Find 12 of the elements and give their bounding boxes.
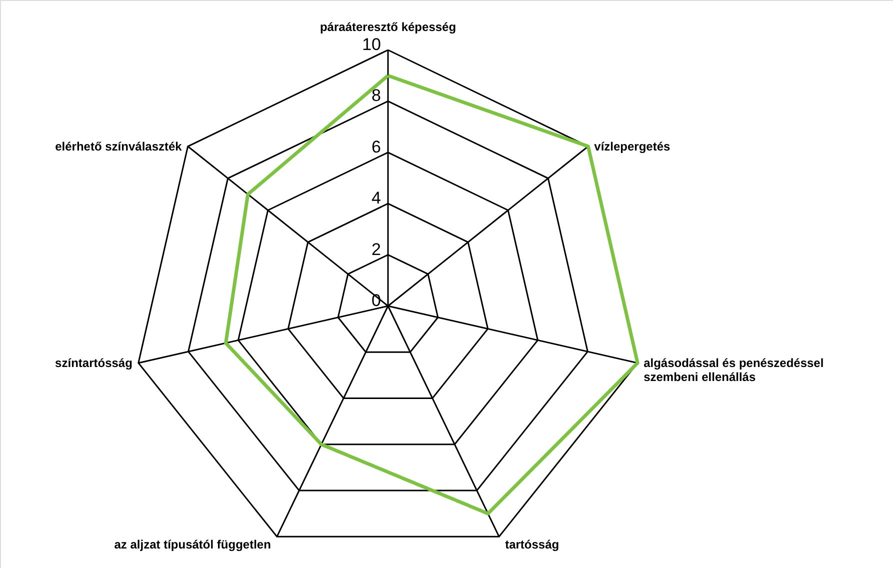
spoke-label: páraáteresztő képesség: [320, 20, 456, 34]
spoke-label: tartósság: [505, 538, 560, 552]
y-tick-label: 2: [372, 240, 381, 259]
y-tick-label: 6: [372, 137, 381, 156]
y-tick-label: 4: [372, 188, 381, 208]
y-tick-label: 10: [362, 35, 381, 54]
spoke-label: elérhető színválaszték: [55, 139, 182, 154]
spoke-label: színtartósság: [55, 356, 132, 370]
spoke-label: vízlepergetés: [594, 139, 671, 154]
spoke-label: az aljzat típusától független: [114, 538, 271, 552]
y-tick-label: 8: [372, 86, 381, 106]
spoke-label: algásodással és penészedéssel szembeni ellenállás: [644, 356, 824, 384]
